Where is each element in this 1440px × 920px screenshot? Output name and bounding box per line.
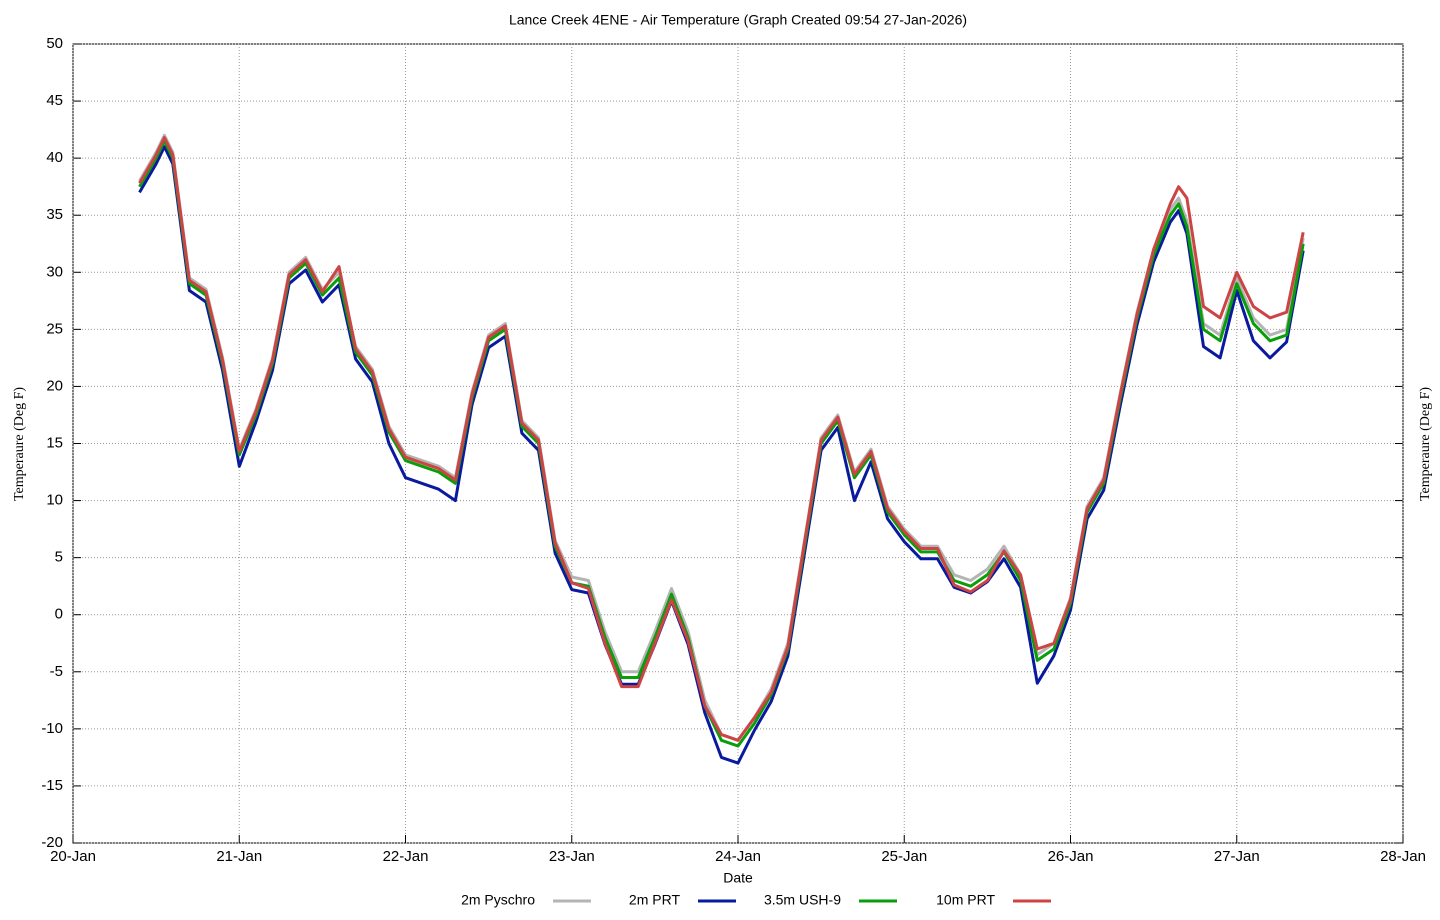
x-tick-label: 22-Jan	[383, 848, 429, 865]
x-tick-label: 21-Jan	[216, 848, 262, 865]
x-tick-label: 23-Jan	[549, 848, 595, 865]
legend-label: 2m PRT	[629, 892, 681, 908]
x-tick-label: 28-Jan	[1380, 848, 1426, 865]
y-tick-label: 15	[46, 434, 63, 451]
y-tick-label: 45	[46, 92, 63, 109]
x-tick-label: 26-Jan	[1048, 848, 1094, 865]
y-tick-label: 0	[55, 606, 63, 623]
y-tick-label: -5	[50, 663, 63, 680]
series-line	[138, 145, 1305, 765]
y-tick-label: -15	[41, 777, 63, 794]
y-tick-label: -10	[41, 720, 63, 737]
y-tick-label: 40	[46, 149, 63, 166]
y-tick-label: 30	[46, 263, 63, 280]
y-tick-label: -20	[41, 834, 63, 851]
y2-axis-label: Temperaure (Deg F)	[1418, 387, 1433, 501]
y-axis-label: Temperaure (Deg F)	[12, 387, 27, 501]
y-tick-label: 35	[46, 206, 63, 223]
x-tick-label: 24-Jan	[715, 848, 761, 865]
x-tick-label: 25-Jan	[881, 848, 927, 865]
legend-label: 2m Pyschro	[461, 892, 535, 908]
series-line	[138, 133, 1305, 742]
chart-title: Lance Creek 4ENE - Air Temperature (Grap…	[509, 12, 967, 28]
y-tick-label: 50	[46, 35, 63, 52]
y-tick-label: 5	[55, 549, 63, 566]
y-tick-label: 25	[46, 320, 63, 337]
y-tick-label: 20	[46, 377, 63, 394]
series-line	[138, 136, 1305, 742]
y-tick-label: 10	[46, 492, 63, 509]
x-tick-label: 27-Jan	[1214, 848, 1260, 865]
legend-label: 10m PRT	[936, 892, 995, 908]
x-tick-label: 20-Jan	[50, 848, 96, 865]
x-axis-label: Date	[723, 870, 753, 886]
legend-label: 3.5m USH-9	[764, 892, 841, 908]
